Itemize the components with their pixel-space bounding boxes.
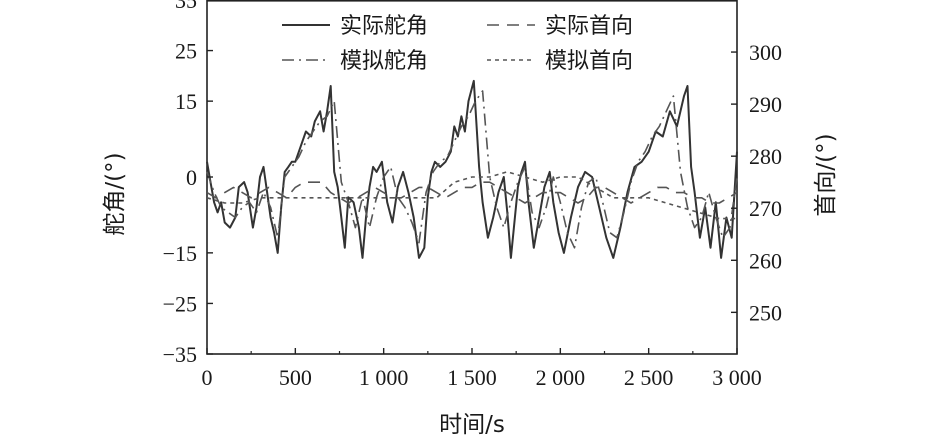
right-tick-label: 280 bbox=[749, 144, 782, 169]
left-tick-label: 35 bbox=[175, 0, 197, 13]
x-tick-label: 3 000 bbox=[712, 365, 762, 390]
x-tick-label: 1 000 bbox=[359, 365, 409, 390]
series-layer bbox=[206, 79, 738, 259]
left-tick-label: −35 bbox=[163, 342, 197, 367]
left-tick-label: 15 bbox=[175, 89, 197, 114]
legend-label: 模拟首向 bbox=[545, 49, 633, 74]
right-tick-label: 300 bbox=[749, 40, 782, 65]
x-tick-label: 2 000 bbox=[536, 365, 586, 390]
series-line-2 bbox=[206, 181, 738, 204]
legend-label: 实际舵角 bbox=[340, 14, 428, 39]
right-tick-label: 250 bbox=[749, 300, 782, 325]
legend-label: 模拟舵角 bbox=[340, 49, 428, 74]
right-tick-label: 290 bbox=[749, 92, 782, 117]
right-axis-title: 首向/(°) bbox=[813, 133, 839, 216]
left-tick-label: 25 bbox=[175, 39, 197, 64]
x-tick-label: 0 bbox=[202, 365, 213, 390]
left-tick-label: −15 bbox=[163, 241, 197, 266]
series-line-3 bbox=[206, 90, 738, 249]
left-axis-ticks: 35 25 15 0 −15 −25 −35 bbox=[163, 0, 213, 367]
x-tick-label: 500 bbox=[279, 365, 312, 390]
right-tick-label: 270 bbox=[749, 196, 782, 221]
left-tick-label: −25 bbox=[163, 291, 197, 316]
x-axis-title: 时间/s bbox=[439, 412, 505, 438]
left-axis-title: 舵角/(°) bbox=[102, 152, 128, 235]
x-tick-label: 2 500 bbox=[624, 365, 674, 390]
right-axis-ticks: 300 290 280 270 260 250 bbox=[731, 40, 782, 325]
legend-label: 实际首向 bbox=[545, 14, 633, 39]
right-tick-label: 260 bbox=[749, 248, 782, 273]
series-line-4 bbox=[206, 171, 737, 220]
x-axis-ticks: 0 500 1 000 1 500 2 000 2 500 3 000 bbox=[202, 348, 762, 390]
left-tick-label: 0 bbox=[186, 165, 197, 190]
x-tick-label: 1 500 bbox=[447, 365, 497, 390]
